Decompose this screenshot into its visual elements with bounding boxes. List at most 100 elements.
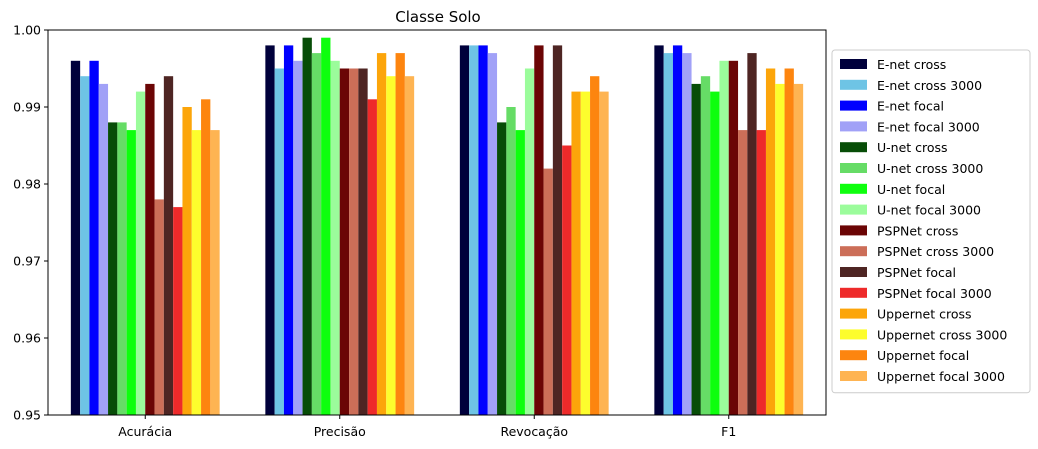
- chart-title: Classe Solo: [395, 8, 481, 26]
- bar: [515, 130, 525, 415]
- bar: [283, 45, 294, 416]
- legend-label: Uppernet cross 3000: [877, 327, 1007, 342]
- bar: [682, 53, 692, 415]
- bars-group: [70, 37, 804, 416]
- bar: [691, 83, 701, 416]
- bar: [672, 45, 683, 416]
- legend-label: Uppernet cross: [877, 307, 972, 322]
- x-tick-label: F1: [721, 424, 736, 439]
- legend-swatch: [840, 121, 867, 132]
- legend-swatch: [840, 329, 867, 340]
- y-tick-label: 1.00: [13, 23, 41, 38]
- bar: [506, 107, 516, 415]
- legend-swatch: [840, 59, 867, 69]
- bar: [756, 130, 766, 415]
- bar: [274, 68, 284, 415]
- bar: [154, 199, 164, 415]
- legend-swatch: [840, 142, 867, 153]
- legend-swatch: [840, 371, 867, 381]
- x-tick-label: Revocação: [500, 424, 568, 439]
- bar: [784, 68, 794, 415]
- bar: [524, 68, 535, 415]
- bar: [210, 130, 220, 415]
- legend-label: PSPNet cross 3000: [877, 244, 994, 259]
- x-tick-label: Acurácia: [118, 424, 172, 439]
- bar: [580, 91, 591, 415]
- bar: [108, 122, 118, 416]
- bar: [552, 45, 563, 416]
- legend-swatch: [840, 267, 867, 277]
- bar: [738, 130, 748, 415]
- legend-swatch: [840, 163, 867, 173]
- bar: [89, 60, 99, 416]
- legend-label: U-net cross 3000: [877, 161, 983, 176]
- bar: [330, 60, 340, 416]
- bar: [700, 76, 711, 415]
- y-tick-label: 0.96: [13, 331, 41, 346]
- bar: [311, 53, 322, 415]
- bar: [775, 83, 785, 416]
- y-tick-label: 0.97: [13, 254, 41, 269]
- x-tick-label: Precisão: [314, 424, 366, 439]
- bar: [404, 76, 415, 415]
- legend-swatch: [840, 287, 867, 298]
- bar: [339, 68, 350, 415]
- y-tick-label: 0.98: [13, 177, 41, 192]
- bar: [747, 53, 757, 415]
- legend-label: U-net focal: [877, 182, 945, 197]
- y-tick-label: 0.99: [13, 100, 41, 115]
- legend-swatch: [840, 350, 867, 361]
- bar: [663, 53, 673, 415]
- bar: [543, 168, 553, 415]
- bar: [302, 37, 312, 415]
- bar: [191, 130, 202, 415]
- bar: [534, 45, 544, 416]
- bar: [201, 99, 211, 416]
- bar: [117, 122, 127, 416]
- legend-swatch: [840, 204, 867, 215]
- bar: [98, 83, 109, 416]
- legend-label: Uppernet focal 3000: [877, 369, 1005, 384]
- legend-label: E-net cross 3000: [877, 78, 982, 93]
- bar: [163, 76, 174, 415]
- legend-label: E-net focal: [877, 99, 944, 114]
- bar: [719, 60, 729, 416]
- legend-swatch: [840, 183, 867, 194]
- bar: [367, 99, 377, 416]
- bar: [765, 68, 776, 415]
- legend-swatch: [840, 100, 867, 111]
- bar: [145, 83, 155, 416]
- legend-frame: [831, 49, 1031, 394]
- legend-swatch: [840, 79, 867, 90]
- bar: [265, 45, 275, 416]
- bar: [793, 83, 804, 416]
- bar: [135, 91, 146, 415]
- bar: [395, 53, 405, 415]
- bar: [562, 145, 572, 415]
- legend-label: PSPNet cross: [877, 223, 958, 238]
- bar: [173, 207, 183, 415]
- bar: [80, 76, 90, 415]
- bar: [349, 68, 359, 415]
- legend-swatch: [840, 225, 867, 236]
- plot-frame: [47, 29, 827, 416]
- bar: [497, 122, 507, 416]
- bar: [469, 45, 479, 416]
- bar: [599, 91, 609, 415]
- bar: [478, 45, 488, 416]
- y-tick-label: 0.95: [13, 408, 41, 423]
- x-axis: Acurácia Precisão Revocação F1: [118, 415, 736, 439]
- bar: [710, 91, 720, 415]
- bar: [590, 76, 600, 415]
- legend-label: PSPNet focal: [877, 265, 956, 280]
- bar: [571, 91, 581, 415]
- bar: [126, 130, 136, 415]
- bar: [70, 60, 81, 416]
- legend: E-net cross E-net cross 3000 E-net focal E-…: [831, 49, 1031, 394]
- legend-swatch: [840, 246, 867, 257]
- legend-label: E-net cross: [877, 57, 946, 72]
- bar: [728, 60, 739, 416]
- legend-label: PSPNet focal 3000: [877, 286, 992, 301]
- bar: [182, 107, 192, 415]
